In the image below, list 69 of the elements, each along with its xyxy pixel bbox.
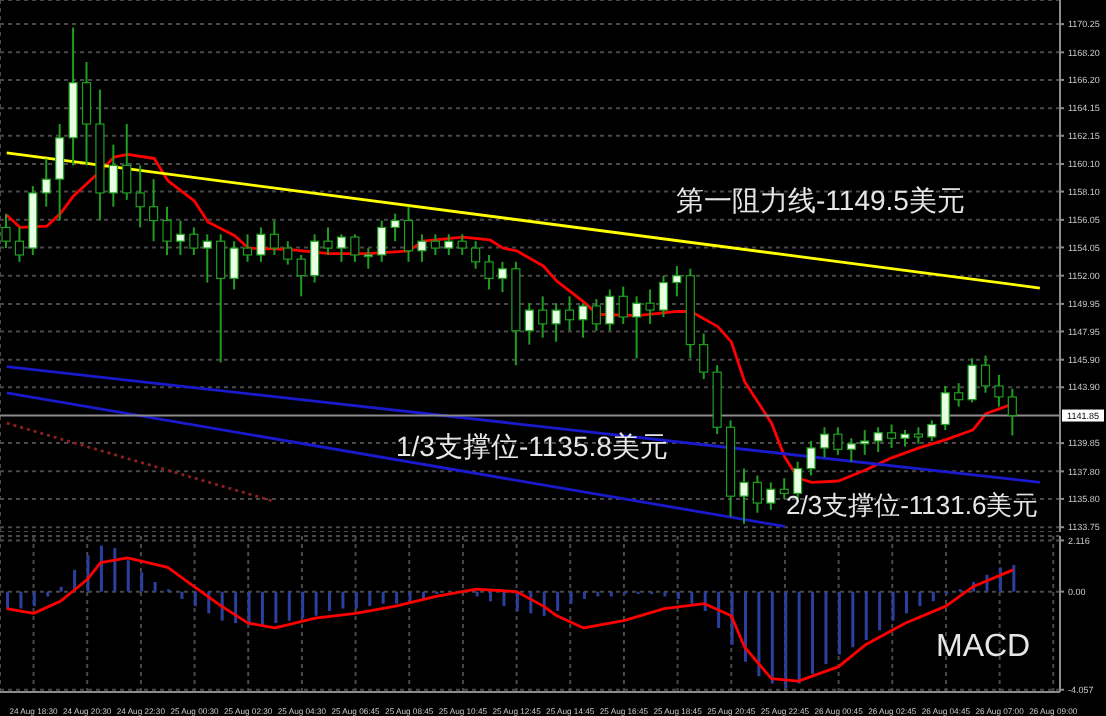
- candlestick: [471, 240, 481, 270]
- candlestick: [967, 357, 977, 404]
- candlestick: [283, 240, 293, 266]
- candlestick: [658, 274, 669, 318]
- candlestick: [296, 253, 306, 298]
- candlestick: [457, 233, 467, 256]
- candlestick: [618, 285, 628, 325]
- candlestick: [980, 354, 991, 394]
- candlestick: [591, 298, 601, 332]
- candlestick: [524, 302, 534, 346]
- candlestick: [403, 205, 414, 263]
- candlestick: [752, 474, 762, 514]
- candlestick: [81, 61, 92, 167]
- annotation: 2/3支撑位-1131.6美元: [786, 490, 1039, 520]
- candlestick: [363, 247, 373, 270]
- candlestick: [444, 233, 454, 256]
- candlestick: [350, 233, 360, 263]
- candlestick: [310, 233, 320, 284]
- candlestick: [699, 332, 709, 381]
- candlestick: [390, 212, 400, 243]
- candlestick: [538, 295, 548, 339]
- candlestick: [779, 477, 789, 500]
- candlestick: [806, 440, 816, 477]
- candlestick: [323, 226, 333, 256]
- candlestick: [484, 253, 494, 291]
- candlestick: [833, 426, 843, 456]
- annotation: 1/3支撑位-1135.8美元: [396, 430, 668, 462]
- candlestick: [551, 302, 561, 343]
- candlestick: [672, 265, 682, 298]
- annotation: MACD: [936, 630, 1031, 664]
- annotation: 第一阻力线-1149.5美元: [676, 184, 965, 216]
- candlestick: [135, 164, 145, 229]
- candlestick: [860, 429, 870, 456]
- candlestick: [1007, 387, 1017, 437]
- candlestick: [766, 481, 776, 511]
- candlestick: [55, 123, 65, 222]
- candlestick: [940, 384, 950, 432]
- candlestick: [229, 240, 239, 291]
- candlestick: [739, 467, 749, 525]
- candlestick: [497, 260, 508, 294]
- candlestick: [41, 157, 51, 208]
- candlestick: [162, 205, 172, 256]
- candlestick: [430, 233, 440, 256]
- candlestick: [336, 233, 347, 263]
- candlestick: [122, 123, 132, 201]
- candlestick: [216, 233, 226, 364]
- candlestick: [605, 288, 615, 332]
- candlestick: [927, 419, 937, 443]
- candlestick: [886, 423, 897, 449]
- candlestick: [994, 373, 1004, 408]
- candlestick: [175, 219, 186, 256]
- candlestick: [846, 437, 856, 463]
- candlestick: [632, 295, 642, 360]
- candlestick: [256, 226, 266, 263]
- candlestick: [269, 219, 279, 256]
- candlestick: [377, 219, 387, 263]
- candlestick: [417, 233, 427, 263]
- candlestick: [578, 302, 588, 339]
- candlestick: [873, 426, 883, 454]
- candlestick: [14, 226, 25, 263]
- candlestick: [645, 288, 655, 325]
- candlestick: [108, 143, 118, 208]
- candlestick: [954, 382, 964, 408]
- candlestick: [149, 178, 159, 243]
- candlestick: [564, 295, 575, 332]
- candlestick: [819, 426, 830, 459]
- candlestick: [242, 233, 253, 263]
- candlestick: [189, 226, 199, 256]
- candlestick: [202, 233, 212, 284]
